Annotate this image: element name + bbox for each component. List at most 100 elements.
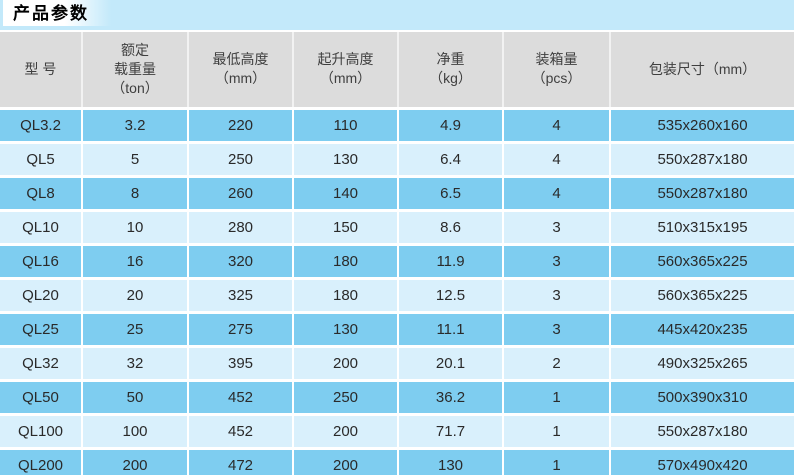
cell-model: QL200 xyxy=(0,448,83,475)
cell-net-weight: 12.5 xyxy=(398,278,504,314)
cell-min-height: 260 xyxy=(188,176,294,212)
cell-net-weight: 130 xyxy=(398,448,504,475)
cell-packing-qty: 1 xyxy=(503,448,611,475)
cell-capacity: 16 xyxy=(82,244,189,280)
cell-lift-height: 110 xyxy=(293,108,399,144)
cell-model: QL3.2 xyxy=(0,108,83,144)
cell-packing-qty: 2 xyxy=(503,346,611,382)
cell-lift-height: 200 xyxy=(293,448,399,475)
cell-package-size: 510x315x195 xyxy=(610,210,794,246)
cell-capacity: 32 xyxy=(82,346,189,382)
cell-model: QL5 xyxy=(0,142,83,178)
cell-packing-qty: 3 xyxy=(503,312,611,348)
cell-model: QL10 xyxy=(0,210,83,246)
cell-lift-height: 130 xyxy=(293,142,399,178)
cell-min-height: 472 xyxy=(188,448,294,475)
col-header-min-height: 最低高度 （mm） xyxy=(188,32,294,110)
cell-net-weight: 36.2 xyxy=(398,380,504,416)
cell-lift-height: 130 xyxy=(293,312,399,348)
col-header-net-weight: 净重 （kg） xyxy=(398,32,504,110)
cell-capacity: 3.2 xyxy=(82,108,189,144)
cell-package-size: 550x287x180 xyxy=(610,414,794,450)
cell-lift-height: 140 xyxy=(293,176,399,212)
cell-lift-height: 180 xyxy=(293,244,399,280)
cell-packing-qty: 1 xyxy=(503,380,611,416)
cell-net-weight: 6.4 xyxy=(398,142,504,178)
cell-min-height: 452 xyxy=(188,380,294,416)
cell-capacity: 5 xyxy=(82,142,189,178)
cell-package-size: 570x490x420 xyxy=(610,448,794,475)
table-row: QL10 10 280 150 8.6 3 510x315x195 xyxy=(0,210,794,246)
cell-package-size: 550x287x180 xyxy=(610,176,794,212)
table-row: QL32 32 395 200 20.1 2 490x325x265 xyxy=(0,346,794,382)
cell-lift-height: 180 xyxy=(293,278,399,314)
cell-package-size: 490x325x265 xyxy=(610,346,794,382)
cell-net-weight: 6.5 xyxy=(398,176,504,212)
col-header-model: 型 号 xyxy=(0,32,83,110)
cell-packing-qty: 4 xyxy=(503,176,611,212)
col-header-packing-qty: 装箱量 （pcs） xyxy=(503,32,611,110)
cell-packing-qty: 3 xyxy=(503,244,611,280)
table-row: QL200 200 472 200 130 1 570x490x420 xyxy=(0,448,794,475)
table-row: QL5 5 250 130 6.4 4 550x287x180 xyxy=(0,142,794,178)
section-title: 产品参数 xyxy=(13,3,89,23)
cell-min-height: 220 xyxy=(188,108,294,144)
cell-package-size: 500x390x310 xyxy=(610,380,794,416)
cell-lift-height: 150 xyxy=(293,210,399,246)
table-row: QL50 50 452 250 36.2 1 500x390x310 xyxy=(0,380,794,416)
table-row: QL100 100 452 200 71.7 1 550x287x180 xyxy=(0,414,794,450)
cell-package-size: 535x260x160 xyxy=(610,108,794,144)
cell-net-weight: 11.1 xyxy=(398,312,504,348)
col-header-lift-height: 起升高度 （mm） xyxy=(293,32,399,110)
cell-package-size: 445x420x235 xyxy=(610,312,794,348)
cell-model: QL50 xyxy=(0,380,83,416)
cell-capacity: 10 xyxy=(82,210,189,246)
cell-capacity: 50 xyxy=(82,380,189,416)
cell-min-height: 395 xyxy=(188,346,294,382)
cell-model: QL32 xyxy=(0,346,83,382)
cell-min-height: 452 xyxy=(188,414,294,450)
cell-packing-qty: 3 xyxy=(503,278,611,314)
cell-capacity: 20 xyxy=(82,278,189,314)
cell-capacity: 25 xyxy=(82,312,189,348)
cell-net-weight: 71.7 xyxy=(398,414,504,450)
cell-net-weight: 4.9 xyxy=(398,108,504,144)
cell-min-height: 320 xyxy=(188,244,294,280)
cell-model: QL25 xyxy=(0,312,83,348)
spec-table: 型 号 额定 载重量 （ton） 最低高度 （mm） 起升高度 （mm） 净重 （kg） … xyxy=(0,32,794,475)
cell-model: QL100 xyxy=(0,414,83,450)
cell-package-size: 550x287x180 xyxy=(610,142,794,178)
cell-packing-qty: 4 xyxy=(503,142,611,178)
cell-package-size: 560x365x225 xyxy=(610,244,794,280)
cell-model: QL8 xyxy=(0,176,83,212)
table-row: QL20 20 325 180 12.5 3 560x365x225 xyxy=(0,278,794,314)
table-row: QL25 25 275 130 11.1 3 445x420x235 xyxy=(0,312,794,348)
cell-min-height: 275 xyxy=(188,312,294,348)
cell-min-height: 325 xyxy=(188,278,294,314)
cell-lift-height: 200 xyxy=(293,346,399,382)
cell-model: QL20 xyxy=(0,278,83,314)
header-row: 型 号 额定 载重量 （ton） 最低高度 （mm） 起升高度 （mm） 净重 （kg） … xyxy=(0,32,794,110)
cell-net-weight: 20.1 xyxy=(398,346,504,382)
cell-capacity: 100 xyxy=(82,414,189,450)
cell-packing-qty: 1 xyxy=(503,414,611,450)
cell-packing-qty: 4 xyxy=(503,108,611,144)
cell-capacity: 200 xyxy=(82,448,189,475)
table-row: QL8 8 260 140 6.5 4 550x287x180 xyxy=(0,176,794,212)
cell-package-size: 560x365x225 xyxy=(610,278,794,314)
cell-net-weight: 11.9 xyxy=(398,244,504,280)
cell-model: QL16 xyxy=(0,244,83,280)
cell-net-weight: 8.6 xyxy=(398,210,504,246)
section-title-bar: 产品参数 xyxy=(0,0,794,30)
cell-capacity: 8 xyxy=(82,176,189,212)
cell-min-height: 250 xyxy=(188,142,294,178)
cell-packing-qty: 3 xyxy=(503,210,611,246)
cell-lift-height: 200 xyxy=(293,414,399,450)
cell-lift-height: 250 xyxy=(293,380,399,416)
table-row: QL3.2 3.2 220 110 4.9 4 535x260x160 xyxy=(0,108,794,144)
col-header-package-size: 包装尺寸（mm） xyxy=(610,32,794,110)
table-row: QL16 16 320 180 11.9 3 560x365x225 xyxy=(0,244,794,280)
cell-min-height: 280 xyxy=(188,210,294,246)
col-header-rated-capacity: 额定 载重量 （ton） xyxy=(82,32,189,110)
